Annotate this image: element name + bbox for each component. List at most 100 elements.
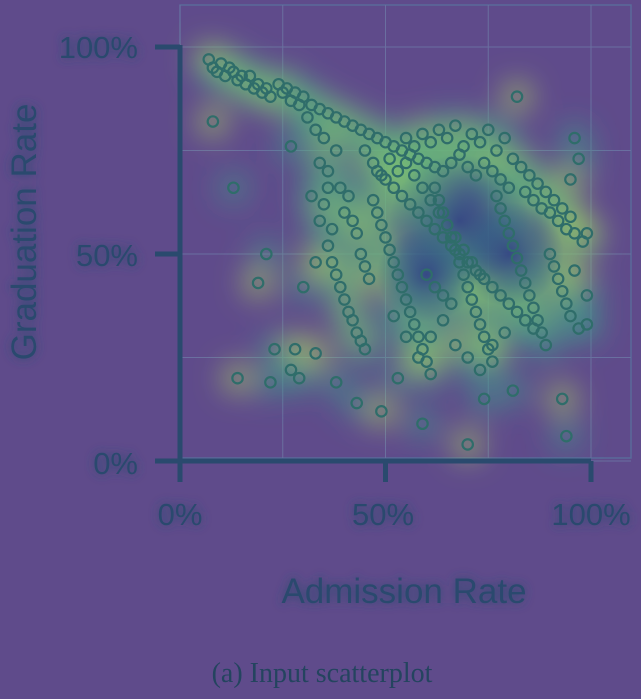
scatter-point-142 (510, 251, 524, 265)
scatter-point-224 (428, 280, 442, 294)
scatter-point-126 (444, 231, 458, 244)
scatter-point-177 (399, 156, 413, 170)
scatter-point-76 (477, 392, 491, 406)
scatter-point-212 (481, 123, 495, 137)
glow-blob (299, 337, 332, 370)
scatter-point-137 (490, 189, 503, 203)
scatter-point-181 (432, 206, 446, 219)
scatter-point-122 (428, 181, 442, 195)
glow-blob (217, 171, 250, 204)
scatter-point-81 (580, 227, 594, 240)
scatter-point-83 (572, 322, 585, 335)
scatter-point-151 (547, 260, 561, 273)
scatter-point-109 (375, 218, 388, 232)
glow-blob (365, 395, 398, 428)
x-tick-label-100: 100% (551, 497, 630, 532)
scatter-point-112 (387, 255, 401, 269)
scatter-point-117 (407, 318, 421, 331)
scatter-point-106 (358, 342, 372, 356)
y-tick-label-50: 50% (76, 238, 138, 273)
scatter-point-15 (264, 90, 277, 103)
scatter-point-186 (473, 268, 487, 281)
scatter-point-200 (383, 152, 396, 166)
scatter-point-232 (305, 189, 318, 203)
scatter-point-121 (424, 367, 438, 381)
scatter-point-89 (333, 181, 347, 195)
scatter-point-185 (465, 255, 479, 269)
scatter-point-231 (309, 255, 322, 269)
scatter-point-165 (436, 231, 450, 244)
x-tick-label-0: 0% (158, 497, 203, 532)
scatter-point-193 (461, 351, 474, 364)
scatter-point-136 (486, 355, 499, 368)
scatter-point-58 (227, 181, 240, 195)
scatter-point-130 (461, 280, 474, 294)
scatter-point-118 (412, 330, 425, 344)
scatter-point-71 (350, 396, 364, 410)
glow-blob (274, 130, 307, 163)
glow-blob (320, 366, 353, 399)
scatter-point-176 (527, 322, 540, 335)
scatter-point-228 (317, 198, 331, 211)
scatter-point-87 (321, 164, 335, 178)
scatter-point-128 (453, 255, 466, 269)
scatter-point-139 (498, 214, 511, 228)
scatter-point-196 (498, 326, 511, 339)
scatter-point-164 (428, 222, 442, 236)
scatter-point-192 (449, 338, 462, 352)
scatter-point-188 (399, 330, 413, 344)
scatter-point-203 (407, 140, 421, 153)
y-tick-label-0: 0% (93, 446, 138, 481)
scatter-point-99 (329, 268, 343, 281)
scatter-point-219 (539, 185, 553, 199)
scatter-point-52 (543, 206, 557, 219)
scatter-point-45 (486, 164, 499, 178)
scatter-point-182 (440, 218, 454, 232)
scatter-point-162 (412, 206, 425, 219)
scatter-point-150 (543, 247, 557, 261)
glow-blob (488, 316, 521, 349)
scatter-point-168 (461, 255, 474, 269)
scatter-point-235 (309, 123, 322, 137)
scatter-point-66 (288, 342, 302, 356)
glow-blob (348, 333, 381, 366)
glow-blob (550, 420, 583, 453)
scatter-point-108 (370, 206, 384, 219)
scatter-point-69 (309, 347, 322, 360)
glow-blob (468, 382, 501, 415)
glow-blob (558, 254, 591, 287)
scatter-point-220 (547, 193, 561, 207)
scatter-point-94 (354, 247, 368, 261)
scatter-point-64 (264, 376, 277, 389)
scatter-point-40 (444, 156, 458, 170)
scatter-point-96 (362, 272, 376, 286)
y-tick-label-100: 100% (59, 30, 138, 65)
scatter-point-131 (465, 293, 479, 306)
scatter-point-223 (420, 268, 433, 281)
scatter-point-72 (375, 405, 388, 418)
scatter-point-187 (387, 309, 401, 323)
scatter-point-90 (338, 206, 351, 219)
scatter-point-156 (568, 264, 581, 277)
scatter-point-133 (473, 318, 487, 331)
scatter-point-50 (527, 193, 540, 207)
scatter-point-210 (465, 127, 479, 141)
scatter-point-132 (469, 305, 483, 319)
scatter-point-49 (518, 185, 532, 199)
scatter-point-103 (346, 313, 359, 327)
scatter-point-143 (514, 264, 528, 277)
scatter-point-140 (502, 227, 516, 240)
scatter-point-73 (391, 371, 405, 385)
scatter-point-85 (572, 152, 585, 166)
scatter-point-213 (490, 144, 503, 157)
scatter-point-201 (391, 164, 405, 178)
scatter-point-178 (407, 169, 421, 182)
scatter-point-160 (395, 189, 409, 203)
scatter-point-179 (416, 181, 429, 195)
scatter-point-84 (564, 173, 577, 186)
scatter-point-141 (506, 239, 520, 253)
scatter-point-57 (206, 115, 220, 128)
scatter-point-91 (342, 189, 355, 203)
scatter-point-42 (461, 160, 474, 174)
scatter-point-221 (555, 202, 569, 215)
